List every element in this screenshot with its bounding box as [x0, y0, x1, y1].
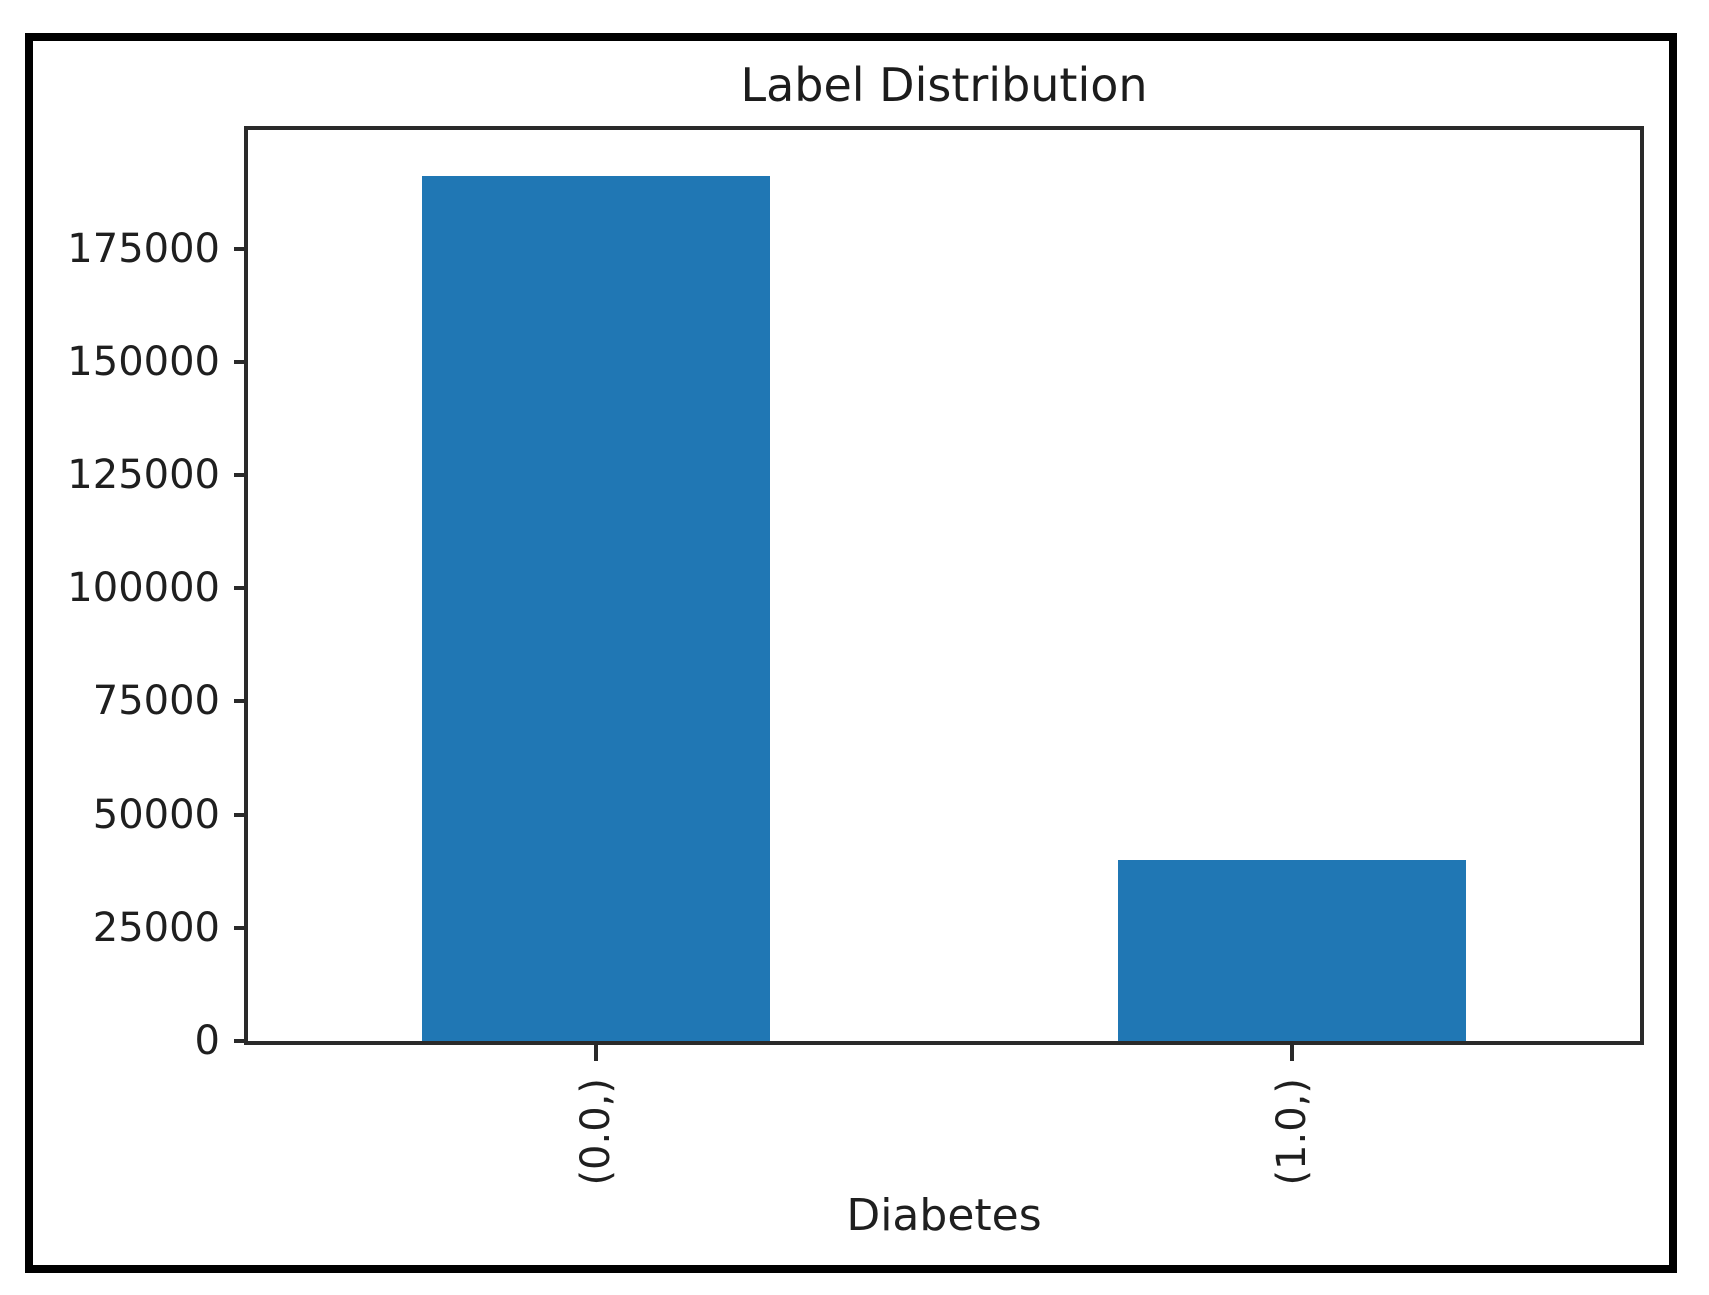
y-tick-mark-5 — [234, 473, 244, 478]
y-tick-label-3: 75000 — [92, 678, 220, 725]
y-tick-label-7: 175000 — [67, 225, 220, 272]
y-tick-mark-6 — [234, 359, 244, 364]
y-tick-label-6: 150000 — [67, 338, 220, 385]
plot-area — [244, 126, 1644, 1045]
bar-1 — [1118, 859, 1466, 1041]
y-tick-mark-0 — [234, 1039, 244, 1043]
y-tick-label-5: 125000 — [67, 452, 220, 499]
y-tick-label-1: 25000 — [92, 904, 220, 951]
x-tick-label-1: (1.0,) — [1269, 1078, 1315, 1186]
y-tick-mark-2 — [234, 812, 244, 817]
y-tick-mark-4 — [234, 586, 244, 591]
y-tick-label-2: 50000 — [92, 791, 220, 838]
x-tick-label-0: (0.0,) — [573, 1078, 619, 1186]
x-tick-mark-1 — [1290, 1041, 1294, 1061]
y-tick-label-0: 0 — [194, 1018, 220, 1064]
bar-0 — [422, 176, 770, 1041]
chart-title: Label Distribution — [740, 58, 1148, 112]
x-axis-label: Diabetes — [846, 1190, 1042, 1241]
y-tick-mark-1 — [234, 925, 244, 930]
y-tick-label-4: 100000 — [67, 565, 220, 612]
x-tick-mark-0 — [594, 1041, 598, 1061]
y-tick-mark-3 — [234, 699, 244, 704]
y-tick-mark-7 — [234, 246, 244, 251]
